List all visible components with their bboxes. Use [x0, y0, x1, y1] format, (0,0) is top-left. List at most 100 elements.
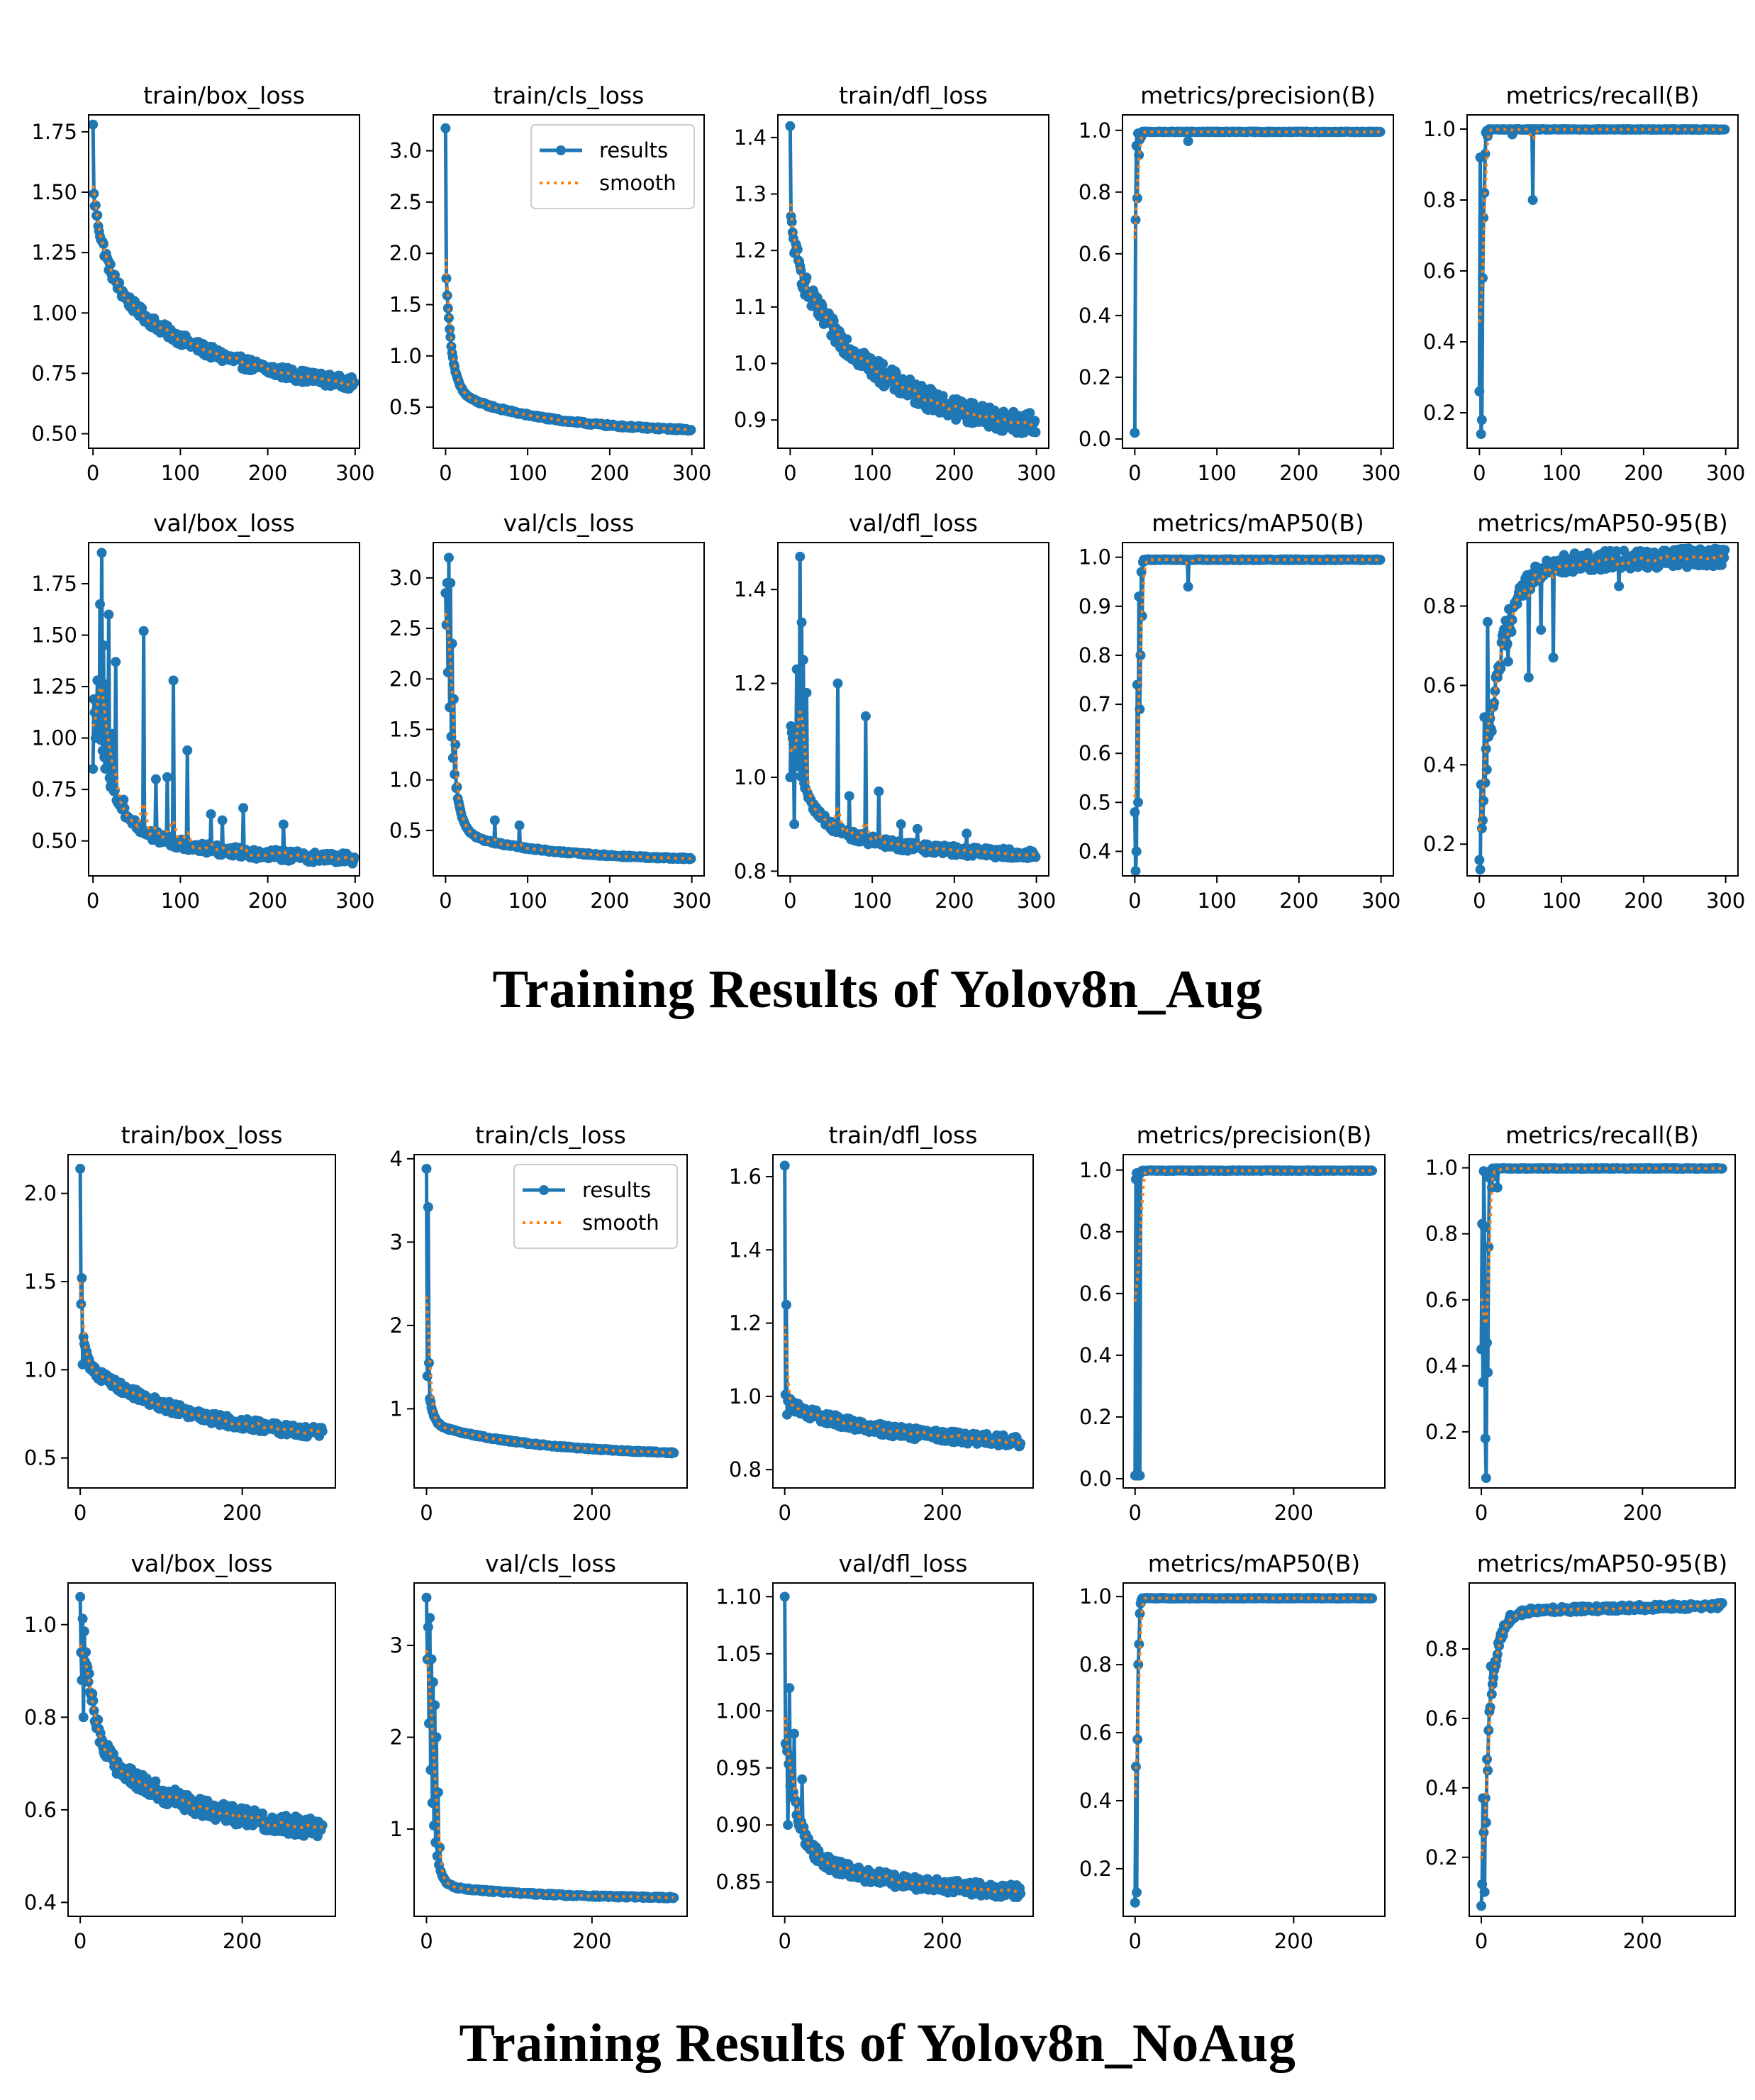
smooth-line	[445, 613, 691, 858]
legend-results-marker	[539, 1185, 549, 1195]
results-line	[1481, 1168, 1722, 1478]
results-point	[781, 1300, 791, 1310]
plot-area	[1130, 555, 1385, 877]
y-tick-label: 0.8	[1079, 643, 1111, 667]
legend-box	[531, 125, 694, 209]
y-tick-label: 0.0	[1079, 427, 1111, 451]
x-tick-label: 300	[335, 461, 374, 485]
results-point	[845, 791, 854, 801]
smooth-line	[1479, 129, 1725, 322]
x-tick-label: 0	[439, 889, 452, 913]
results-point	[96, 548, 106, 558]
y-tick-label: 3.0	[389, 566, 422, 590]
x-tick-label: 100	[508, 889, 547, 913]
x-tick-label: 0	[87, 889, 99, 913]
results-point	[1481, 1473, 1491, 1483]
results-point	[842, 334, 852, 344]
plot-area	[1130, 127, 1385, 438]
y-tick-label: 0.4	[1079, 1343, 1112, 1367]
results-point	[350, 378, 360, 388]
plot-area	[1474, 124, 1729, 439]
results-point	[79, 1712, 89, 1722]
results-point	[833, 679, 843, 689]
results-point	[1480, 149, 1490, 159]
results-point	[1486, 1173, 1496, 1183]
results-point	[1478, 816, 1488, 826]
panel-title: val/cls_loss	[503, 509, 635, 537]
smooth-line	[1481, 1168, 1722, 1324]
x-tick-label: 200	[223, 1501, 262, 1525]
results-point	[785, 121, 795, 131]
y-tick-label: 2.0	[389, 241, 422, 265]
results-line	[785, 1165, 1021, 1446]
panel-title: metrics/recall(B)	[1506, 82, 1700, 109]
plot-area	[780, 1160, 1026, 1451]
results-points	[780, 1160, 1026, 1451]
x-tick-label: 200	[935, 461, 974, 485]
results-point	[1135, 704, 1144, 714]
x-tick-label: 200	[1624, 889, 1663, 913]
results-line	[1135, 560, 1380, 872]
results-point	[110, 785, 120, 795]
x-tick-label: 0	[1475, 1501, 1488, 1525]
y-tick-label: 1.1	[734, 295, 767, 319]
x-tick-label: 0	[1128, 461, 1141, 485]
y-tick-label: 1.0	[24, 1357, 57, 1382]
y-tick-label: 3.0	[389, 139, 422, 163]
panel-title: val/dfl_loss	[849, 509, 978, 537]
y-tick-label: 1.0	[729, 1384, 762, 1409]
results-points	[440, 552, 696, 864]
plot-area	[1476, 1163, 1727, 1483]
x-tick-label: 300	[672, 889, 711, 913]
y-tick-label: 0.8	[1079, 180, 1111, 204]
y-tick-label: 1.5	[389, 293, 422, 317]
results-point	[1478, 1377, 1488, 1387]
x-tick-label: 100	[852, 461, 891, 485]
results-point	[962, 828, 971, 838]
y-tick-label: 1.0	[734, 765, 767, 789]
results-line	[1479, 129, 1725, 434]
results-point	[88, 764, 98, 774]
legend-smooth-label: smooth	[582, 1211, 659, 1235]
panel-title: metrics/precision(B)	[1140, 82, 1376, 109]
y-tick-label: 0.75	[31, 777, 77, 801]
axes-frame	[1122, 115, 1393, 448]
results-point	[1133, 797, 1143, 807]
results-point	[1130, 428, 1140, 438]
x-tick-label: 300	[1361, 889, 1400, 913]
results-point	[103, 764, 113, 774]
y-tick-label: 0.0	[1079, 1467, 1112, 1491]
results-point	[350, 852, 360, 862]
x-tick-label: 0	[87, 461, 99, 485]
results-point	[1524, 672, 1534, 682]
results-point	[96, 735, 106, 745]
x-tick-label: 0	[420, 1501, 433, 1525]
results-points	[88, 120, 359, 394]
results-point	[1476, 865, 1486, 874]
x-tick-label: 300	[335, 889, 374, 913]
x-tick-label: 200	[1279, 889, 1318, 913]
y-tick-label: 0.2	[1423, 401, 1456, 425]
y-tick-label: 1.75	[31, 120, 77, 144]
legend-results-label: results	[599, 138, 668, 162]
y-tick-label: 0.4	[1079, 304, 1111, 328]
x-tick-label: 100	[161, 889, 200, 913]
x-tick-label: 0	[1129, 1501, 1142, 1525]
results-point	[1183, 582, 1193, 591]
y-tick-label: 0.5	[389, 395, 422, 419]
y-tick-label: 0.8	[734, 859, 767, 883]
y-tick-label: 1.6	[729, 1165, 762, 1189]
x-tick-label: 0	[74, 1501, 87, 1525]
x-tick-label: 300	[1017, 461, 1056, 485]
panel-title: val/box_loss	[131, 1550, 273, 1577]
x-tick-label: 100	[508, 461, 547, 485]
y-tick-label: 1.2	[734, 238, 767, 262]
results-point	[1132, 846, 1142, 856]
y-tick-label: 2.0	[24, 1182, 57, 1206]
